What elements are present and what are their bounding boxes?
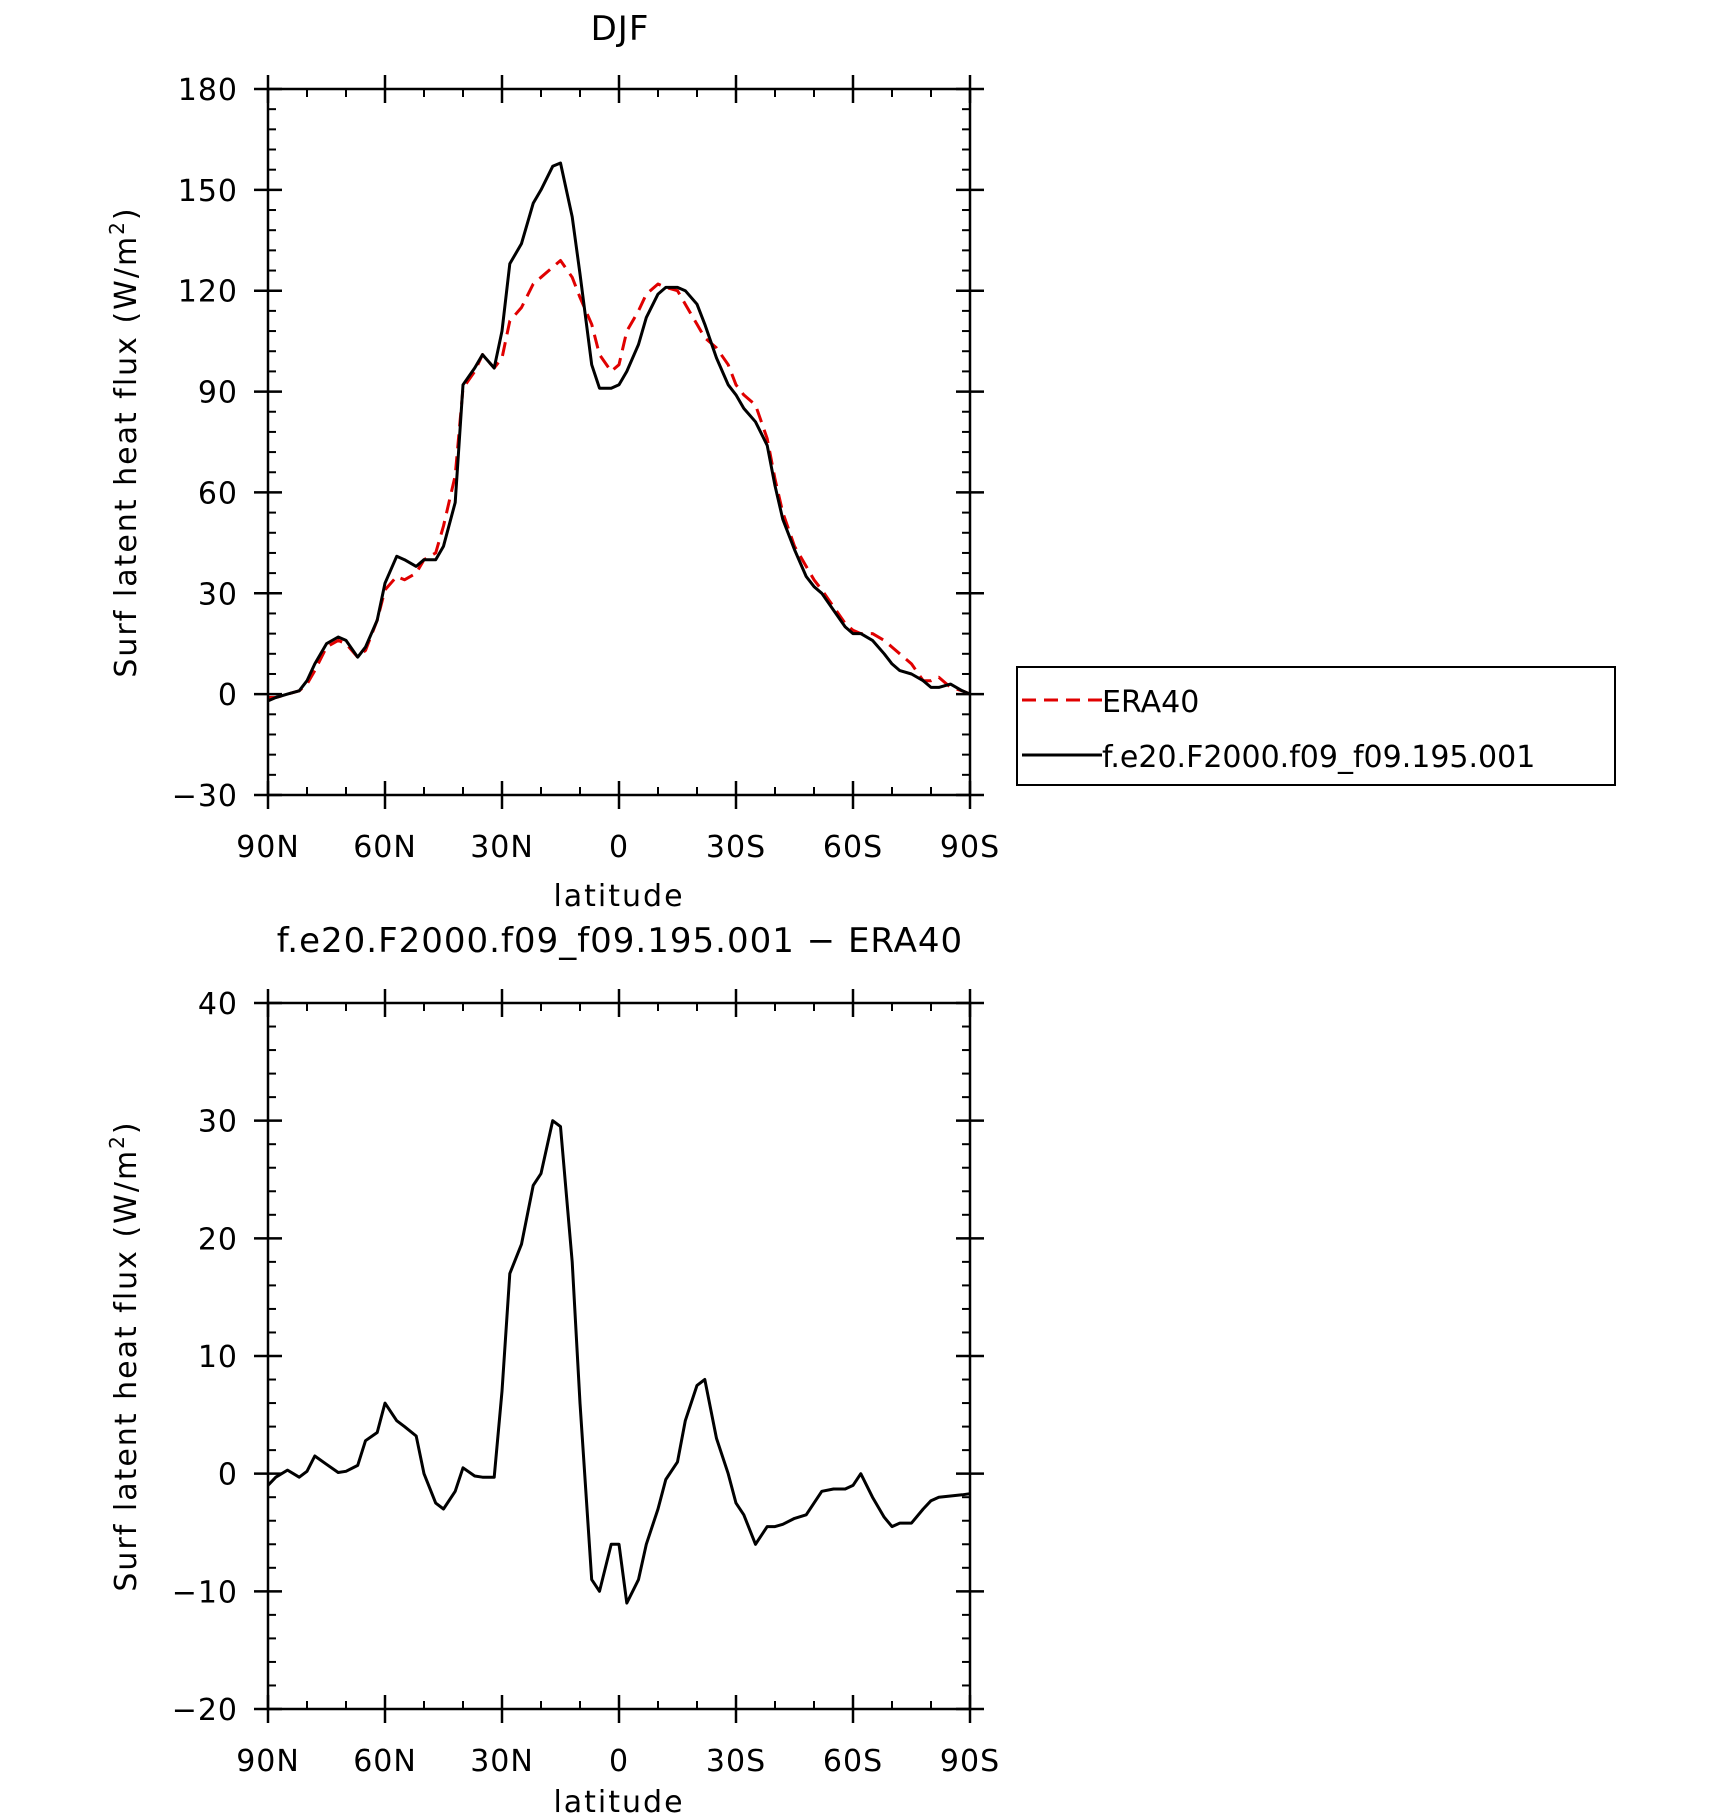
top-x-tick-label: 30N — [470, 830, 534, 865]
bottom-y-tick-label: 10 — [198, 1340, 238, 1375]
bottom-x-tick-label: 30N — [470, 1744, 534, 1779]
bottom-chart-title: f.e20.F2000.f09_f09.195.001 − ERA40 — [277, 921, 963, 961]
top-y-axis-title-main: Surf latent heat flux (W/m — [109, 235, 144, 678]
top-x-tick-label: 0 — [609, 830, 629, 865]
legend-label-era40: ERA40 — [1102, 685, 1199, 720]
top-y-axis-title: Surf latent heat flux (W/m2) — [105, 206, 144, 677]
bottom-x-tick-label: 30S — [706, 1744, 766, 1779]
legend-label-model: f.e20.F2000.f09_f09.195.001 — [1102, 740, 1535, 775]
top-y-tick-label: 60 — [198, 476, 238, 511]
top-y-tick-labels: −30 0 30 60 90 120 150 180 — [172, 73, 238, 814]
top-x-tick-label: 90N — [236, 830, 300, 865]
top-y-tick-label: 120 — [178, 275, 238, 310]
top-x-tick-label: 30S — [706, 830, 766, 865]
bottom-y-tick-labels: −20 −10 0 10 20 30 40 — [172, 987, 238, 1728]
bottom-ticks — [254, 989, 984, 1723]
bottom-y-axis-title: Surf latent heat flux (W/m2) — [105, 1120, 144, 1591]
bottom-y-tick-label: 20 — [198, 1222, 238, 1257]
top-panel: DJF −30 0 30 60 90 120 150 180 90N 60N 30N 0 30S 60S… — [105, 9, 1616, 914]
top-x-tick-labels: 90N 60N 30N 0 30S 60S 90S — [236, 830, 1000, 865]
top-series — [267, 161, 971, 703]
bottom-y-tick-label: −20 — [172, 1693, 238, 1728]
legend-box — [1016, 666, 1616, 786]
top-x-tick-label: 60N — [353, 830, 417, 865]
bottom-panel: f.e20.F2000.f09_f09.195.001 − ERA40 −20−… — [105, 921, 1000, 1816]
top-y-tick-label: 0 — [218, 678, 238, 713]
top-plot-frame — [266, 87, 972, 797]
top-y-axis-title-end: ) — [109, 206, 144, 220]
bottom-y-tick-label: 0 — [218, 1458, 238, 1493]
bottom-x-tick-label: 60N — [353, 1744, 417, 1779]
top-x-tick-label: 90S — [940, 830, 1000, 865]
bottom-x-tick-label: 60S — [823, 1744, 883, 1779]
top-x-tick-label: 60S — [823, 830, 883, 865]
top-y-tick-label: 90 — [198, 376, 238, 411]
top-y-axis-title-sup: 2 — [105, 220, 129, 235]
bottom-y-tick-label: 30 — [198, 1105, 238, 1140]
top-ticks — [254, 75, 984, 809]
bottom-y-axis-title-end: ) — [109, 1120, 144, 1134]
bottom-y-axis-title-sup: 2 — [105, 1134, 129, 1149]
top-y-tick-label: 30 — [198, 577, 238, 612]
bottom-y-axis-title-main: Surf latent heat flux (W/m — [109, 1149, 144, 1592]
top-x-axis-title: latitude — [553, 879, 684, 914]
top-series-line-1 — [267, 161, 971, 703]
top-y-tick-label: 150 — [178, 174, 238, 209]
top-chart-title: DJF — [591, 9, 650, 49]
bottom-y-tick-label: 40 — [198, 987, 238, 1022]
bottom-y-tick-label: −10 — [172, 1575, 238, 1610]
legend: ERA40 f.e20.F2000.f09_f09.195.001 — [1016, 666, 1616, 786]
bottom-plot-frame — [266, 1001, 972, 1711]
bottom-x-tick-label: 90N — [236, 1744, 300, 1779]
top-y-tick-label: 180 — [178, 73, 238, 108]
bottom-x-tick-label: 90S — [940, 1744, 1000, 1779]
bottom-series — [266, 1119, 971, 1605]
top-y-tick-label: −30 — [172, 779, 238, 814]
bottom-x-axis-title: latitude — [553, 1785, 684, 1816]
bottom-x-tick-labels: 90N 60N 30N 0 30S 60S 90S — [236, 1744, 1000, 1779]
bottom-series-line-0 — [266, 1119, 971, 1605]
bottom-x-tick-label: 0 — [609, 1744, 629, 1779]
